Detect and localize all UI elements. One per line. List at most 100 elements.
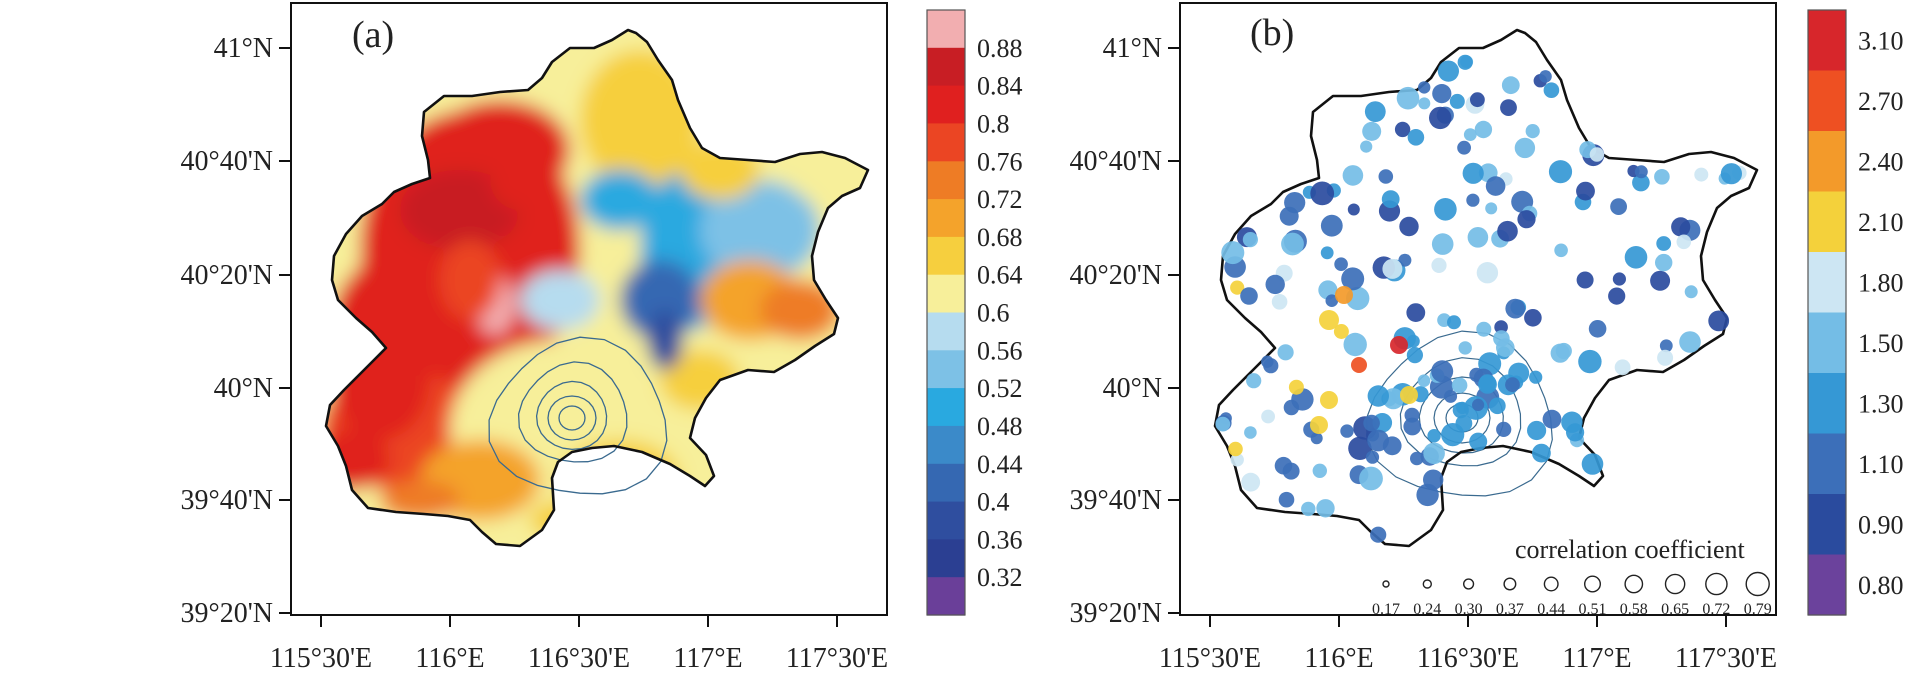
station-point: [1474, 120, 1493, 139]
station-point: [1418, 81, 1431, 94]
station-point: [1431, 360, 1454, 383]
station-point: [1381, 190, 1400, 209]
station-point: [1451, 377, 1468, 394]
colorbar-label: 1.10: [1858, 450, 1904, 479]
station-point: [1359, 466, 1383, 491]
station-point: [1467, 227, 1489, 248]
station-point: [1418, 97, 1431, 110]
axes-b: 115°30'E 116°E 116°30'E 117°E 117°30'E 41°N 40…: [1070, 33, 1778, 674]
station-point: [1476, 262, 1499, 284]
station-point: [1624, 245, 1648, 269]
station-points: [1215, 54, 1747, 543]
station-point: [1548, 160, 1573, 184]
station-point: [1496, 338, 1515, 358]
station-point: [1398, 253, 1412, 267]
colorbar-label: 0.72: [977, 185, 1023, 214]
colorbar-swatch: [1808, 373, 1846, 435]
station-point: [1659, 339, 1673, 353]
colorbar-swatch: [927, 539, 965, 578]
station-point: [1452, 402, 1469, 419]
station-point: [1367, 385, 1390, 407]
y-tick-label: 39°20'N: [1070, 598, 1162, 629]
station-point: [1505, 377, 1520, 393]
colorbar-label: 0.84: [977, 72, 1023, 101]
station-point: [1230, 453, 1244, 467]
colorbar-label: 1.80: [1858, 268, 1904, 297]
station-point: [1360, 140, 1373, 153]
station-point: [1390, 336, 1408, 354]
station-point: [1720, 163, 1742, 185]
station-point: [1657, 349, 1674, 366]
heatmap-patch: [580, 170, 660, 230]
station-point: [1342, 165, 1364, 186]
station-point: [1340, 424, 1354, 438]
station-point: [1539, 70, 1552, 83]
heatmap-patch: [580, 50, 700, 190]
station-point: [1656, 236, 1672, 251]
station-point: [1458, 341, 1472, 355]
colorbar-label: 0.4: [977, 488, 1010, 517]
station-point: [1241, 472, 1261, 492]
colorbar-swatch: [1808, 70, 1846, 132]
station-point: [1240, 287, 1258, 305]
station-point: [1478, 375, 1497, 394]
station-point: [1708, 310, 1730, 332]
x-tick-label: 116°30'E: [528, 643, 630, 674]
panel-label-a: (a): [352, 14, 394, 56]
panel-b-scatter: (b) 115°30'E 116°E 116°30'E 117°E 117°30'E 41…: [1070, 2, 1904, 674]
station-point: [1406, 303, 1426, 322]
size-legend-label: 0.37: [1496, 601, 1524, 618]
y-tick-label: 39°40'N: [1070, 485, 1162, 516]
size-legend-circle: [1543, 576, 1559, 592]
station-point: [1501, 76, 1520, 95]
size-legend-circle: [1503, 577, 1517, 591]
station-point: [1283, 399, 1300, 416]
colorbar-label: 0.52: [977, 374, 1023, 403]
station-point: [1457, 54, 1473, 70]
station-point: [1230, 280, 1245, 295]
station-point: [1462, 162, 1484, 184]
station-point: [1431, 233, 1454, 255]
station-point: [1532, 443, 1551, 463]
size-legend-title: correlation coefficient: [1515, 535, 1746, 564]
station-point: [1496, 421, 1512, 437]
heatmap-patch: [380, 480, 460, 520]
station-point: [1312, 463, 1328, 478]
heatmap-patch: [520, 270, 600, 330]
station-point: [1365, 450, 1380, 464]
station-point: [1550, 343, 1570, 363]
station-point: [1320, 214, 1343, 237]
size-legend-label: 0.51: [1579, 601, 1607, 618]
station-point: [1632, 173, 1650, 192]
colorbar-swatch: [927, 274, 965, 314]
station-point: [1351, 357, 1367, 373]
colorbar-label: 0.56: [977, 336, 1023, 365]
colorbar-swatch: [927, 388, 965, 427]
colorbar-label: 3.10: [1858, 26, 1904, 55]
size-legend-circle: [1664, 573, 1686, 595]
station-point: [1341, 267, 1365, 291]
station-point: [1514, 137, 1536, 159]
heatmap-field: [326, 30, 868, 546]
station-point: [1410, 451, 1424, 466]
station-point: [1362, 121, 1382, 141]
station-point: [1447, 315, 1461, 330]
colorbar-label: 0.88: [977, 34, 1023, 63]
station-point: [1457, 140, 1471, 155]
station-point: [1525, 124, 1540, 139]
station-point: [1429, 106, 1452, 130]
beijing-boundary: [324, 28, 870, 548]
station-point: [1505, 298, 1526, 319]
station-point: [1363, 414, 1380, 432]
urban-contours: [488, 336, 668, 495]
colorbar-label: 0.48: [977, 412, 1023, 441]
station-point: [1242, 232, 1258, 248]
y-tick-label: 40°40'N: [181, 146, 273, 177]
colorbar-label: 1.50: [1858, 329, 1904, 358]
station-point: [1382, 258, 1403, 279]
station-point: [1469, 432, 1488, 451]
station-point: [1215, 416, 1231, 432]
station-point: [1576, 271, 1594, 289]
station-point: [1431, 257, 1447, 273]
